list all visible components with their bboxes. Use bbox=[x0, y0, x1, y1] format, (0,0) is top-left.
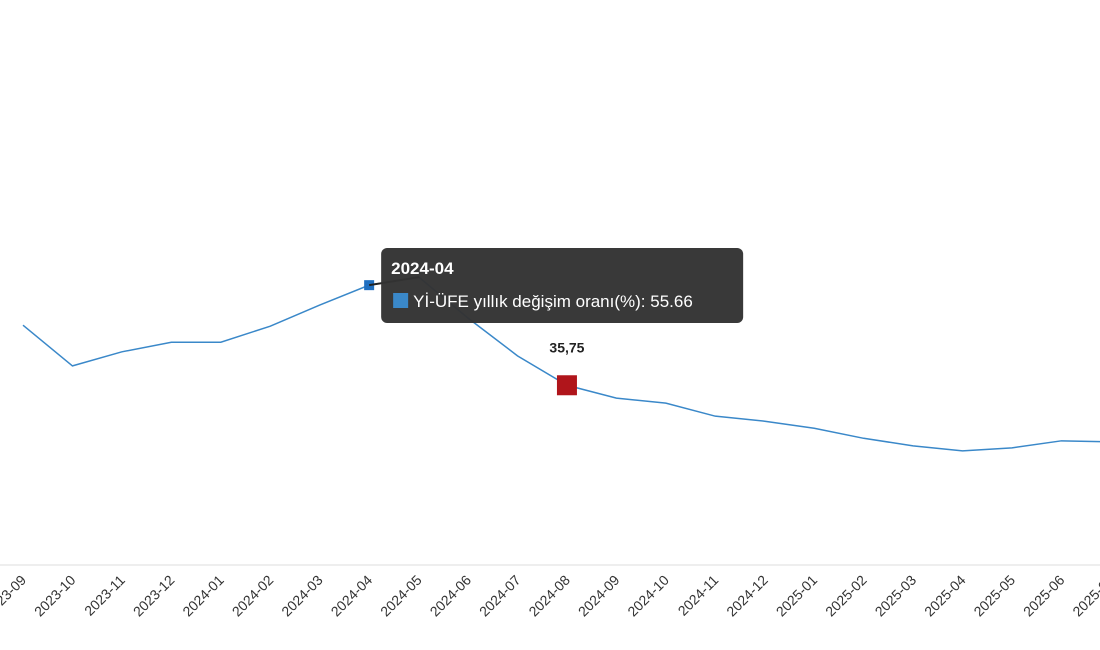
x-tick-label: 2024-10 bbox=[624, 572, 672, 620]
x-tick-label: 2024-02 bbox=[229, 572, 277, 620]
x-tick-label: 2025-04 bbox=[921, 572, 969, 620]
x-tick-label: 2024-11 bbox=[675, 572, 722, 619]
x-tick-label: 2024-03 bbox=[278, 572, 326, 620]
x-tick-label: 2024-07 bbox=[476, 572, 524, 620]
x-tick-label: 2023-11 bbox=[81, 572, 128, 619]
data-label: 35,75 bbox=[549, 339, 584, 355]
x-tick-label: 2024-12 bbox=[723, 572, 771, 620]
tooltip-title: 2024-04 bbox=[391, 259, 454, 278]
x-tick-label: 2025-07 bbox=[1069, 572, 1100, 620]
x-tick-label: 2025-01 bbox=[773, 572, 821, 620]
tooltip-swatch bbox=[393, 293, 409, 308]
x-tick-label: 2025-05 bbox=[970, 572, 1018, 620]
x-tick-label: 2024-04 bbox=[328, 572, 376, 620]
tooltip-box bbox=[381, 248, 744, 323]
x-tick-label: 2024-09 bbox=[575, 572, 623, 620]
x-tick-label: 2023-12 bbox=[130, 572, 178, 620]
x-tick-label: 2025-03 bbox=[872, 572, 920, 620]
x-tick-label: 2024-06 bbox=[427, 572, 475, 620]
highlight-marker bbox=[556, 375, 577, 396]
x-tick-label: 2023-10 bbox=[31, 572, 79, 620]
x-tick-label: 2024-05 bbox=[377, 572, 425, 620]
tooltip-text: Yİ-ÜFE yıllık değişim oranı(%): 55.66 bbox=[413, 292, 693, 311]
x-tick-label: 2024-08 bbox=[525, 572, 573, 620]
x-tick-label: 2023-09 bbox=[0, 572, 29, 620]
x-tick-label: 2024-01 bbox=[179, 572, 227, 620]
tooltip: 2024-04 Yİ-ÜFE yıllık değişim oranı(%): 5… bbox=[381, 248, 744, 323]
x-tick-label: 2025-06 bbox=[1020, 572, 1068, 620]
x-tick-label: 2025-02 bbox=[822, 572, 870, 620]
